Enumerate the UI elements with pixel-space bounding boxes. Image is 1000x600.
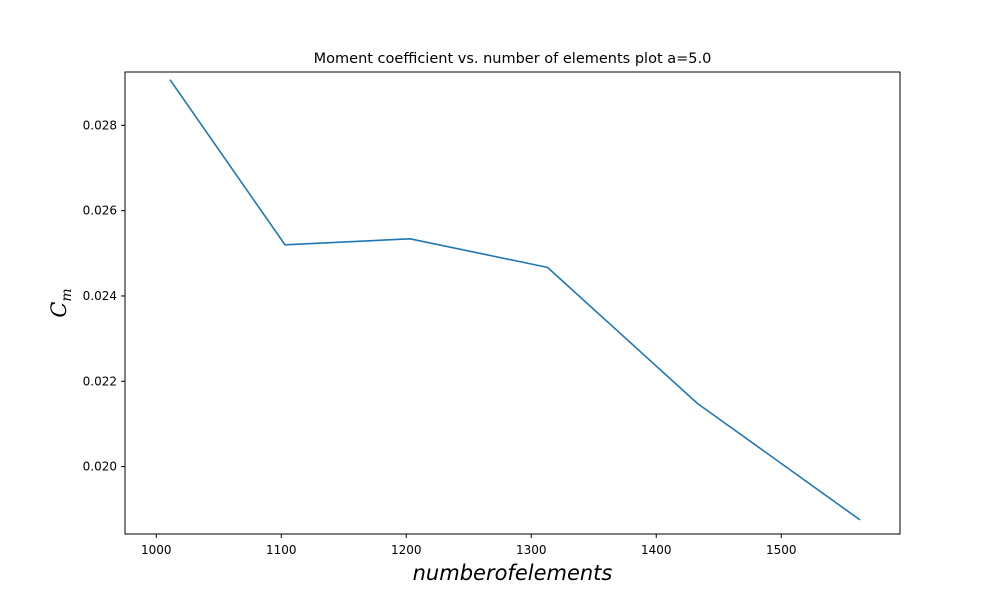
series-layer: [169, 79, 861, 521]
y-axis-label: Cm: [47, 288, 75, 317]
x-tick-label: 1100: [266, 543, 297, 557]
x-tick-label: 1500: [766, 543, 797, 557]
y-axis-label-subscript: m: [59, 288, 75, 301]
x-tick-label: 1000: [141, 543, 172, 557]
x-tick-label: 1200: [391, 543, 422, 557]
series-line: [169, 79, 861, 521]
y-tick-label: 0.028: [83, 118, 117, 132]
y-tick-label: 0.022: [83, 374, 117, 388]
y-axis-label-base: C: [47, 302, 71, 318]
y-axis-ticks: 0.020 0.022 0.024 0.026 0.028: [83, 118, 125, 474]
x-axis-label: numberofelements: [413, 561, 613, 585]
plot-area-frame: [124, 71, 901, 535]
y-tick-label: 0.020: [83, 460, 117, 474]
y-tick-label: 0.026: [83, 204, 117, 218]
x-tick-label: 1300: [516, 543, 547, 557]
chart-title: Moment coefficient vs. number of element…: [314, 51, 712, 67]
x-tick-label: 1400: [641, 543, 672, 557]
x-axis-ticks: 1000 1100 1200 1300 1400 1500: [141, 534, 797, 557]
y-tick-label: 0.024: [83, 289, 117, 303]
